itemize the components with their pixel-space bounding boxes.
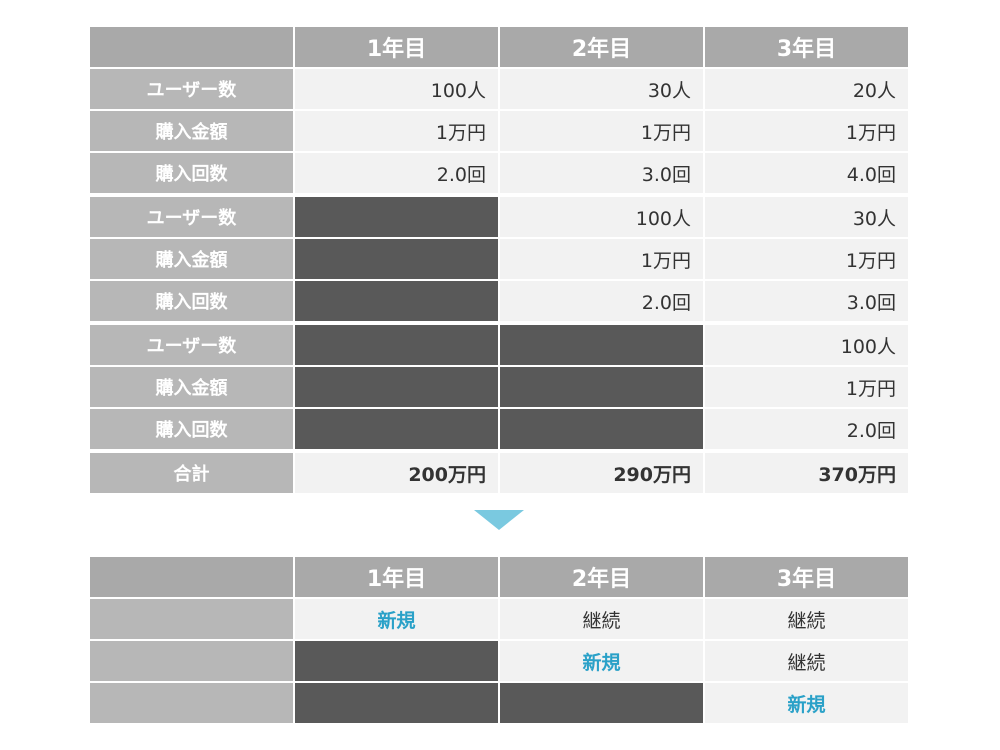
empty-cell [295,683,498,723]
row-label-empty [90,641,293,681]
status-continuing: 継続 [705,599,908,639]
cohort2-users-y2: 100人 [500,197,703,237]
header-year-3: 3年目 [705,27,908,67]
cohort2-count-y2: 2.0回 [500,281,703,321]
cohort1-amount-y3: 1万円 [705,111,908,151]
row-label-users: ユーザー数 [90,325,293,365]
cohort1-amount-y1: 1万円 [295,111,498,151]
header-year-1: 1年目 [295,27,498,67]
status-new: 新規 [705,683,908,723]
cohort2-amount-y2: 1万円 [500,239,703,279]
empty-cell [295,409,498,449]
cohort1-amount-y2: 1万円 [500,111,703,151]
cohort1-count-y1: 2.0回 [295,153,498,193]
empty-cell [500,683,703,723]
row-label-count: 購入回数 [90,281,293,321]
total-y3: 370万円 [705,453,908,493]
empty-cell [295,197,498,237]
row-label-count: 購入回数 [90,153,293,193]
row-label-users: ユーザー数 [90,197,293,237]
empty-cell [295,281,498,321]
empty-cell [295,641,498,681]
cohort1-users-y2: 30人 [500,69,703,109]
cohort2-count-y3: 3.0回 [705,281,908,321]
cohort1-count-y2: 3.0回 [500,153,703,193]
cohort3-amount-y3: 1万円 [705,367,908,407]
status-continuing: 継続 [500,599,703,639]
row-label-amount: 購入金額 [90,239,293,279]
empty-cell [500,325,703,365]
empty-cell [295,239,498,279]
total-y2: 290万円 [500,453,703,493]
header-year-2: 2年目 [500,27,703,67]
cohort2-users-y3: 30人 [705,197,908,237]
empty-cell [295,367,498,407]
row-label-total: 合計 [90,453,293,493]
cohort1-count-y3: 4.0回 [705,153,908,193]
cohort3-count-y3: 2.0回 [705,409,908,449]
empty-cell [295,325,498,365]
row-label-amount: 購入金額 [90,111,293,151]
down-arrow-icon [474,510,524,530]
total-y1: 200万円 [295,453,498,493]
row-label-count: 購入回数 [90,409,293,449]
status-new: 新規 [295,599,498,639]
cohort1-users-y3: 20人 [705,69,908,109]
cohort3-users-y3: 100人 [705,325,908,365]
header-year-1: 1年目 [295,557,498,597]
cohort1-users-y1: 100人 [295,69,498,109]
cohort2-amount-y3: 1万円 [705,239,908,279]
status-new: 新規 [500,641,703,681]
header-corner [90,557,293,597]
row-label-amount: 購入金額 [90,367,293,407]
empty-cell [500,409,703,449]
header-year-3: 3年目 [705,557,908,597]
row-label-users: ユーザー数 [90,69,293,109]
row-label-empty [90,683,293,723]
cohort-status-table: 1年目 2年目 3年目 新規 継続 継続 新規 継続 新規 [90,557,908,723]
revenue-table: 1年目 2年目 3年目 ユーザー数 100人 30人 20人 購入金額 1万円 … [90,27,908,493]
status-continuing: 継続 [705,641,908,681]
row-label-empty [90,599,293,639]
empty-cell [500,367,703,407]
header-year-2: 2年目 [500,557,703,597]
header-corner [90,27,293,67]
